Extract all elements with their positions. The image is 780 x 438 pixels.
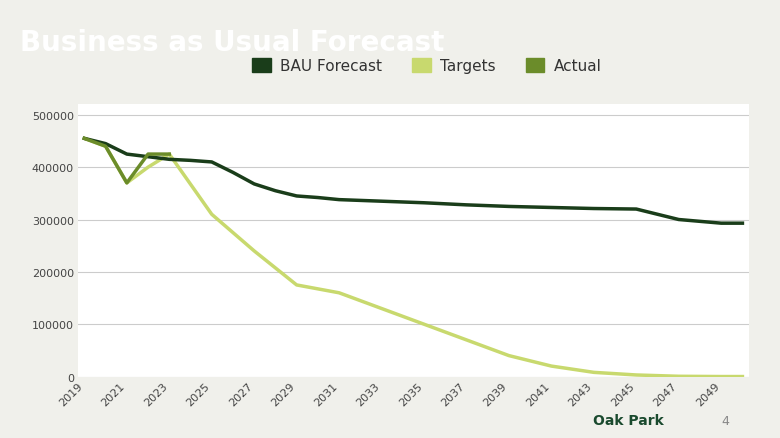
Text: Oak Park: Oak Park xyxy=(593,413,664,427)
Text: 4: 4 xyxy=(722,414,729,427)
Text: Business as Usual Forecast: Business as Usual Forecast xyxy=(20,29,444,57)
Legend: BAU Forecast, Targets, Actual: BAU Forecast, Targets, Actual xyxy=(246,53,608,80)
